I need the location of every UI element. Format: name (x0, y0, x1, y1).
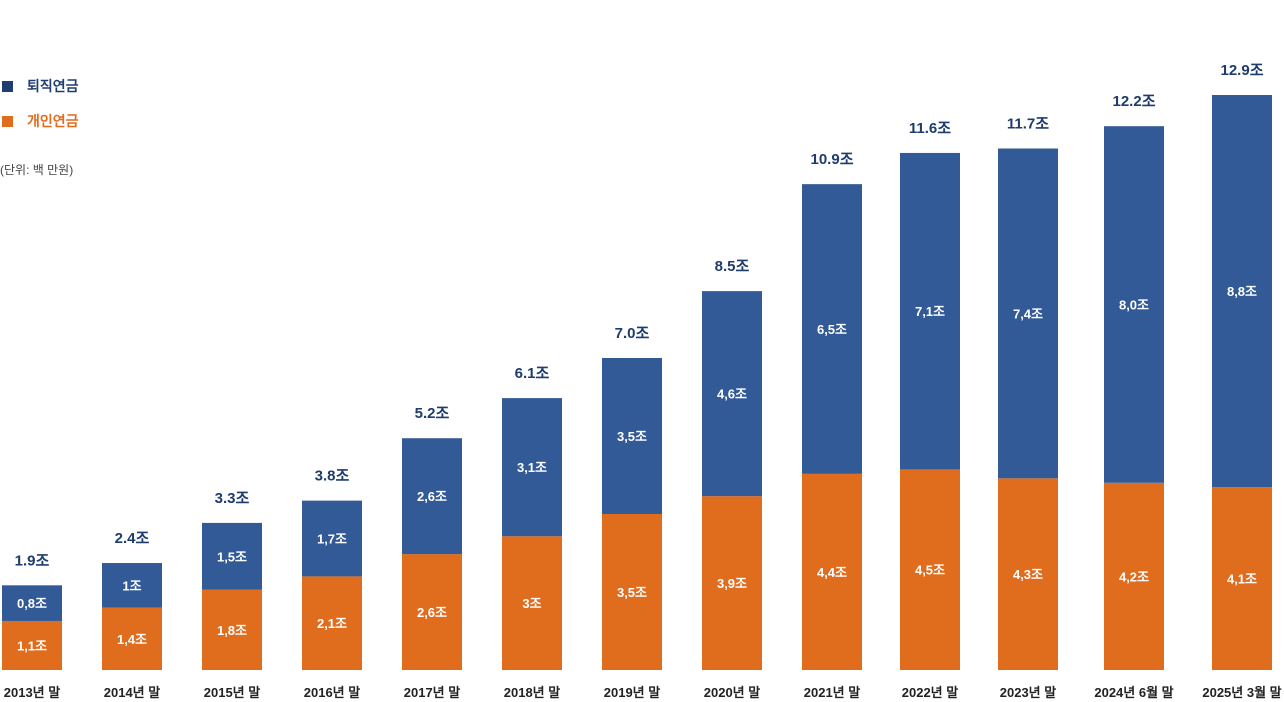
total-label: 5.2조 (415, 405, 450, 422)
bar-segment-personal (302, 576, 362, 670)
total-label: 8.5조 (715, 258, 750, 275)
data-label-personal: 2,6조 (417, 605, 447, 620)
data-label-retirement: 7,4조 (1013, 306, 1043, 321)
bar-segment-personal (802, 473, 862, 670)
legend-label-personal: 개인연금 (27, 113, 79, 129)
data-label-retirement: 7,1조 (915, 304, 945, 319)
data-label-retirement: 8,0조 (1119, 297, 1149, 312)
x-tick-label: 2018년 말 (504, 685, 560, 700)
data-label-retirement: 3,1조 (517, 460, 547, 475)
x-tick-label: 2015년 말 (204, 685, 260, 700)
data-label-personal: 3조 (522, 596, 541, 611)
data-label-personal: 1,1조 (17, 638, 47, 653)
bar-segment-retirement (900, 152, 960, 470)
bar-segment-retirement (402, 438, 462, 555)
x-tick-label: 2022년 말 (902, 685, 958, 700)
data-label-retirement: 4,6조 (717, 387, 747, 402)
data-label-personal: 3,5조 (617, 585, 647, 600)
bar-segment-personal (602, 513, 662, 670)
data-label-personal: 4,4조 (817, 565, 847, 580)
data-label-retirement: 8,8조 (1227, 284, 1257, 299)
bar-segment-personal (900, 469, 960, 670)
data-label-retirement: 1,5조 (217, 549, 247, 564)
legend-item-personal: 개인연금 (2, 111, 79, 131)
bar-segment-retirement (1212, 95, 1272, 488)
unit-note: (단위: 백 만원) (0, 163, 74, 177)
bar-segment-personal (998, 478, 1058, 670)
total-label: 3.8조 (315, 468, 350, 485)
bar-segment-retirement (202, 522, 262, 590)
total-label: 11.7조 (1007, 115, 1049, 132)
total-label: 6.1조 (515, 365, 550, 382)
bar-segment-personal (2, 620, 62, 670)
data-label-personal: 1,8조 (217, 623, 247, 638)
data-label-retirement: 1,7조 (317, 532, 347, 547)
data-label-personal: 4,3조 (1013, 567, 1043, 582)
bar-segment-retirement (502, 398, 562, 537)
x-tick-label: 2020년 말 (704, 685, 760, 700)
bar-segment-personal (1104, 482, 1164, 670)
x-tick-label: 2014년 말 (104, 685, 160, 700)
bar-segment-retirement (1104, 126, 1164, 483)
x-tick-label: 2021년 말 (804, 685, 860, 700)
total-label: 11.6조 (909, 120, 951, 137)
x-tick-label: 2016년 말 (304, 685, 360, 700)
data-label-retirement: 0,8조 (17, 596, 47, 611)
x-tick-label: 2013년 말 (4, 685, 60, 700)
total-label: 10.9조 (811, 151, 854, 168)
legend-swatch-retirement (2, 80, 13, 92)
bar-segment-personal (202, 589, 262, 670)
bar-segment-personal (702, 496, 762, 670)
legend-swatch-personal (2, 115, 13, 127)
bar-segment-personal (1212, 487, 1272, 670)
data-label-personal: 4,5조 (915, 563, 945, 578)
data-label-retirement: 2,6조 (417, 489, 447, 504)
data-label-personal: 1,4조 (117, 632, 147, 647)
bar-segment-retirement (2, 585, 62, 621)
total-label: 1.9조 (15, 552, 50, 569)
bar-segment-personal (402, 554, 462, 670)
x-tick-label: 2025년 3월 말 (1202, 685, 1281, 700)
bar-segment-retirement (102, 563, 162, 608)
bar-segment-retirement (802, 184, 862, 474)
data-label-retirement: 3,5조 (617, 429, 647, 444)
bar-segment-retirement (702, 291, 762, 497)
data-label-personal: 2,1조 (317, 616, 347, 631)
data-label-personal: 4,1조 (1227, 572, 1257, 587)
x-tick-label: 2023년 말 (1000, 685, 1056, 700)
x-tick-label: 2019년 말 (604, 685, 660, 700)
bar-segment-personal (502, 536, 562, 670)
total-label: 3.3조 (215, 490, 250, 507)
legend-label-retirement: 퇴직연금 (27, 78, 79, 94)
bar-segment-retirement (602, 357, 662, 514)
data-label-personal: 3,9조 (717, 576, 747, 591)
legend: 퇴직연금 개인연금 (2, 76, 79, 146)
bar-segment-personal (102, 607, 162, 670)
total-label: 7.0조 (615, 325, 650, 342)
total-label: 2.4조 (115, 530, 150, 547)
x-tick-label: 2017년 말 (404, 685, 460, 700)
bar-segment-retirement (998, 148, 1058, 479)
total-label: 12.2조 (1113, 93, 1156, 110)
total-label: 12.9조 (1221, 62, 1264, 79)
data-label-retirement: 1조 (122, 578, 141, 593)
data-label-personal: 4,2조 (1119, 569, 1149, 584)
legend-item-retirement: 퇴직연금 (2, 76, 79, 96)
x-tick-label: 2024년 6월 말 (1094, 685, 1173, 700)
bar-segment-retirement (302, 500, 362, 577)
data-label-retirement: 6,5조 (817, 322, 847, 337)
